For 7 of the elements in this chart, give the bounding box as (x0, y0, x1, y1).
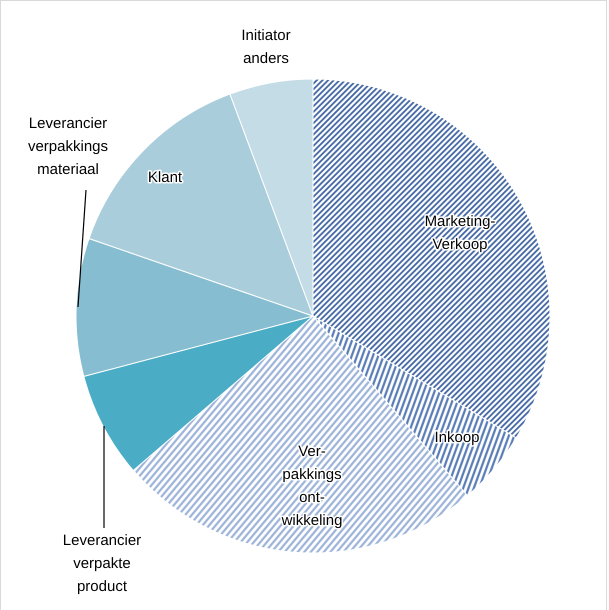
slice-label: Leverancier verpakte product (62, 532, 142, 595)
slice-label: Ver- pakkings ont- wikkeling (280, 443, 342, 529)
slice-label: Marketing- Verkoop (424, 213, 496, 253)
slice-label: Inkoop (434, 429, 480, 446)
slice-label: Leverancier verpakkings materiaal (28, 115, 108, 178)
slice-label: Klant (148, 169, 183, 186)
slice-label: Initiator anders (241, 27, 291, 67)
